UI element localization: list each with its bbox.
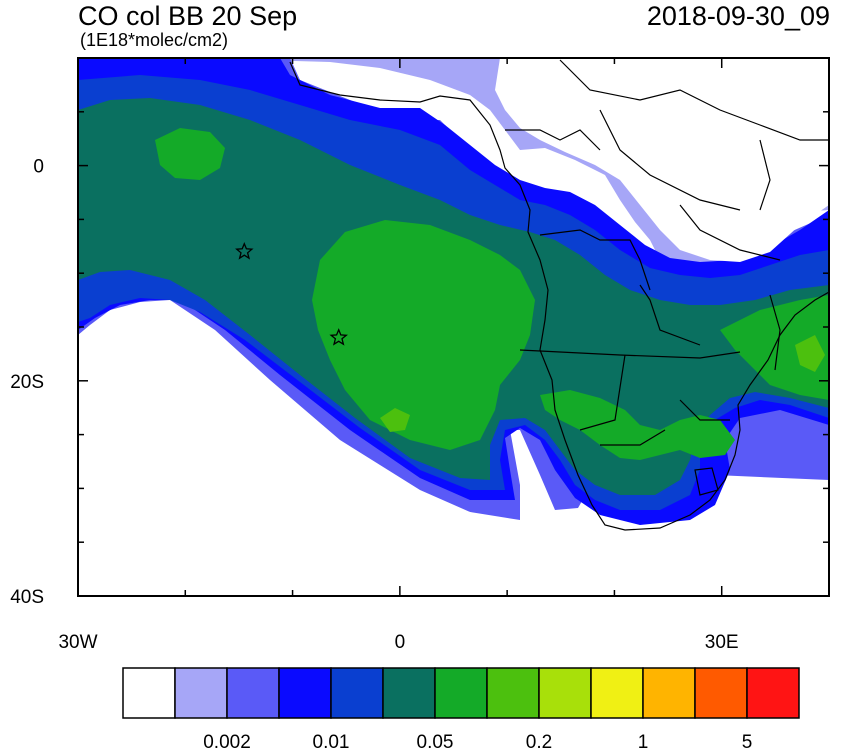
co-plume-field xyxy=(78,58,829,596)
colorbar-swatch xyxy=(538,667,592,719)
colorbar-swatch xyxy=(590,667,644,719)
colorbar-swatch xyxy=(694,667,748,719)
longitude-labels: 30W 0 30E xyxy=(58,632,738,653)
station-markers xyxy=(235,241,348,346)
colorbar-label: 0.05 xyxy=(417,732,454,750)
timestamp: 2018-09-30_09 xyxy=(646,1,830,31)
map-title: CO col BB 20 Sep xyxy=(78,1,298,31)
colorbar-label: 0.2 xyxy=(526,732,552,750)
latitude-label: 0 xyxy=(33,157,44,178)
colorbar-swatch xyxy=(746,667,800,719)
colorbar xyxy=(122,667,800,719)
plume-band-green-africa xyxy=(540,390,735,460)
clean-air-region xyxy=(78,308,829,596)
colorbar-swatch xyxy=(642,667,696,719)
plume-band-lightgreen-1 xyxy=(380,408,410,432)
star-marker-offshore xyxy=(329,328,348,346)
axis-ticks xyxy=(77,57,830,597)
latitude-label: 40S xyxy=(10,587,44,608)
latitude-labels: 0 20S 40S xyxy=(10,157,44,608)
plume-band-green-ocean xyxy=(312,220,535,450)
colorbar-swatch xyxy=(382,667,436,719)
longitude-label: 0 xyxy=(395,632,406,653)
colorbar-swatch xyxy=(278,667,332,719)
colorbar-label: 1 xyxy=(638,732,649,750)
colorbar-label: 5 xyxy=(742,732,753,750)
colorbar-swatch xyxy=(174,667,228,719)
coastlines-borders xyxy=(289,59,829,531)
longitude-label: 30W xyxy=(58,632,97,653)
colorbar-swatch xyxy=(486,667,540,719)
colorbar-swatch xyxy=(330,667,384,719)
longitude-label: 30E xyxy=(705,632,739,653)
latitude-label: 20S xyxy=(10,372,44,393)
star-marker-st-helena-region xyxy=(235,241,254,260)
plume-band-green-north xyxy=(155,128,225,180)
clean-air-africa-north xyxy=(495,58,829,262)
colorbar-swatch xyxy=(434,667,488,719)
units-label: (1E18*molec/cm2) xyxy=(80,30,229,50)
colorbar-label: 0.01 xyxy=(313,732,350,750)
colorbar-labels: 0.002 0.01 0.05 0.2 1 5 xyxy=(203,732,752,750)
plume-band-lightgreen-2 xyxy=(795,335,825,372)
colorbar-swatch xyxy=(226,667,280,719)
colorbar-label: 0.002 xyxy=(203,732,251,750)
colorbar-swatch xyxy=(122,667,176,719)
